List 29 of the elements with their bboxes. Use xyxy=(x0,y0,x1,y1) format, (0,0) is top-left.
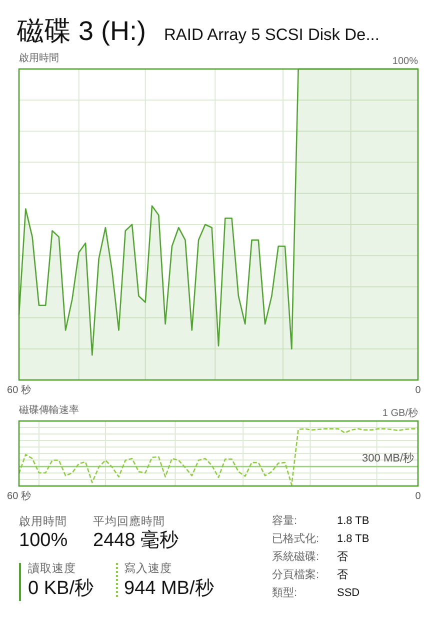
text: 類型: xyxy=(272,587,298,599)
y-axis-title: 磁碟傳輸速率 xyxy=(18,404,79,416)
text: 2448 毫秒 xyxy=(93,529,179,551)
text: 1.8 TB xyxy=(337,533,370,545)
x-tick-label: 60 秒 xyxy=(7,490,31,502)
chart-title: 磁碟 3 (H:) xyxy=(16,16,146,46)
text: 否 xyxy=(337,569,348,581)
text: 平均回應時間 xyxy=(93,514,165,528)
text: 系統磁碟: xyxy=(272,550,320,563)
text: SSD xyxy=(337,587,360,599)
ref-line-label: 300 MB/秒 xyxy=(362,452,414,465)
text: 讀取速度 xyxy=(28,561,76,575)
x-tick-label: 60 秒 xyxy=(7,384,31,396)
text: 寫入速度 xyxy=(124,561,172,575)
y-axis-title: 啟用時間 xyxy=(19,52,59,64)
text: 100% xyxy=(392,56,418,67)
text: 100% xyxy=(19,530,68,551)
x-tick-label: 0 xyxy=(415,491,422,502)
text: 已格式化: xyxy=(272,532,320,545)
x-tick-label: 0 xyxy=(415,385,422,396)
chart-subtitle: RAID Array 5 SCSI Disk De... xyxy=(164,26,380,44)
text: 分頁檔案: xyxy=(272,568,320,581)
text: 1.8 TB xyxy=(337,515,370,527)
text: 1 GB/秒 xyxy=(382,407,418,419)
text: 否 xyxy=(337,551,348,563)
text: 944 MB/秒 xyxy=(124,578,214,599)
text: 0 KB/秒 xyxy=(28,578,94,599)
text: 容量: xyxy=(272,514,298,527)
text: 啟用時間 xyxy=(19,515,67,528)
